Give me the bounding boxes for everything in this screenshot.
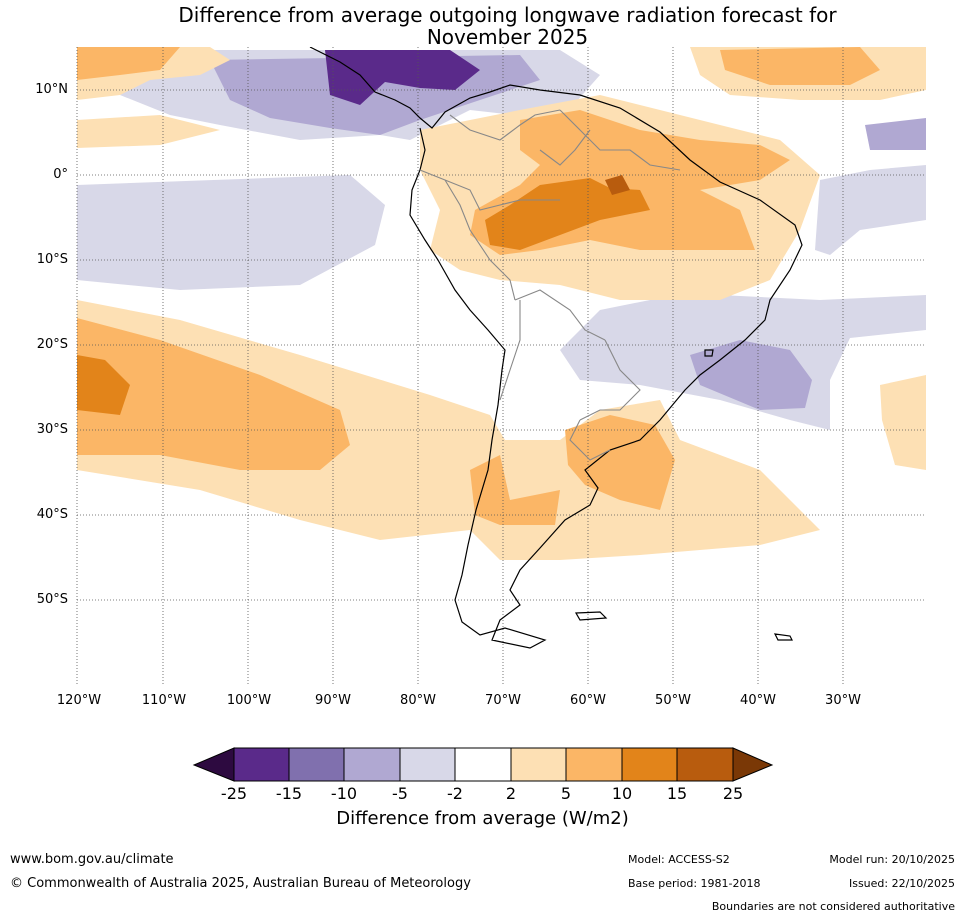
- anomaly-field: [77, 47, 926, 685]
- colorbar-tick: -25: [220, 784, 248, 803]
- lon-label: 60°W: [570, 693, 606, 708]
- colorbar-title: Difference from average (W/m2): [336, 808, 629, 829]
- lon-label: 80°W: [400, 693, 436, 708]
- lat-label: 0°: [53, 167, 68, 182]
- colorbar-segment: [676, 747, 734, 782]
- colorbar-segment: [233, 747, 290, 782]
- lat-label: 50°S: [36, 592, 68, 607]
- colorbar-tick: -15: [275, 784, 303, 803]
- map-title-line2: November 2025: [426, 25, 589, 49]
- lon-label: 30°W: [825, 693, 861, 708]
- lat-label: 10°S: [36, 252, 68, 267]
- anomaly-region: [77, 318, 350, 470]
- footer-base-period: Base period: 1981-2018: [628, 877, 761, 890]
- footer-model-run: Model run: 20/10/2025: [829, 853, 955, 866]
- lon-label: 100°W: [226, 693, 272, 708]
- anomaly-region: [485, 178, 650, 250]
- colorbar-segment: [732, 747, 774, 782]
- colorbar-segment: [192, 747, 235, 782]
- lat-label: 30°S: [36, 422, 68, 437]
- anomaly-region: [880, 375, 926, 470]
- anomaly-region: [720, 47, 880, 85]
- anomaly-region: [605, 175, 630, 195]
- anomaly-region: [470, 455, 560, 525]
- lon-label: 120°W: [56, 693, 102, 708]
- lon-label: 90°W: [315, 693, 351, 708]
- map-title-line1: Difference from average outgoing longwav…: [178, 3, 837, 27]
- anomaly-region: [77, 175, 385, 290]
- anomaly-region: [815, 165, 926, 255]
- lon-label: 40°W: [740, 693, 776, 708]
- colorbar-tick: -5: [392, 784, 408, 803]
- footer-copyright: © Commonwealth of Australia 2025, Austra…: [10, 876, 471, 891]
- anomaly-region: [77, 47, 180, 80]
- graticule: [76, 47, 926, 685]
- footer-issued: Issued: 22/10/2025: [848, 877, 955, 890]
- colorbar-segment: [288, 747, 345, 782]
- anomaly-region: [77, 355, 130, 415]
- anomaly-region: [690, 340, 812, 410]
- lon-label: 70°W: [485, 693, 521, 708]
- lat-label: 10°N: [35, 82, 68, 97]
- lat-label: 40°S: [36, 507, 68, 522]
- colorbar-segment: [454, 747, 512, 782]
- colorbar-tick: 2: [505, 784, 517, 803]
- colorbar-segment: [399, 747, 456, 782]
- anomaly-region: [77, 115, 220, 148]
- colorbar-segment: [565, 747, 623, 782]
- colorbar-segment: [343, 747, 401, 782]
- colorbar-tick: 25: [722, 784, 744, 803]
- anomaly-region: [565, 415, 675, 510]
- colorbar-tick: -2: [447, 784, 463, 803]
- footer-url: www.bom.gov.au/climate: [10, 852, 174, 867]
- lon-label: 110°W: [141, 693, 187, 708]
- footer-disclaimer: Boundaries are not considered authoritat…: [711, 900, 955, 913]
- colorbar-tick: 10: [611, 784, 633, 803]
- lat-label: 20°S: [36, 337, 68, 352]
- country-boundaries: [419, 109, 681, 461]
- anomaly-region: [325, 50, 480, 105]
- coastline: [309, 47, 803, 649]
- colorbar-segment: [510, 747, 567, 782]
- anomaly-region: [865, 118, 926, 150]
- lon-label: 50°W: [655, 693, 691, 708]
- map-title: Difference from average outgoing longwav…: [0, 4, 965, 48]
- colorbar-tick: 15: [666, 784, 688, 803]
- footer-model: Model: ACCESS-S2: [628, 853, 730, 866]
- colorbar-tick: -10: [330, 784, 358, 803]
- colorbar-segment: [621, 747, 678, 782]
- colorbar-tick: 5: [560, 784, 572, 803]
